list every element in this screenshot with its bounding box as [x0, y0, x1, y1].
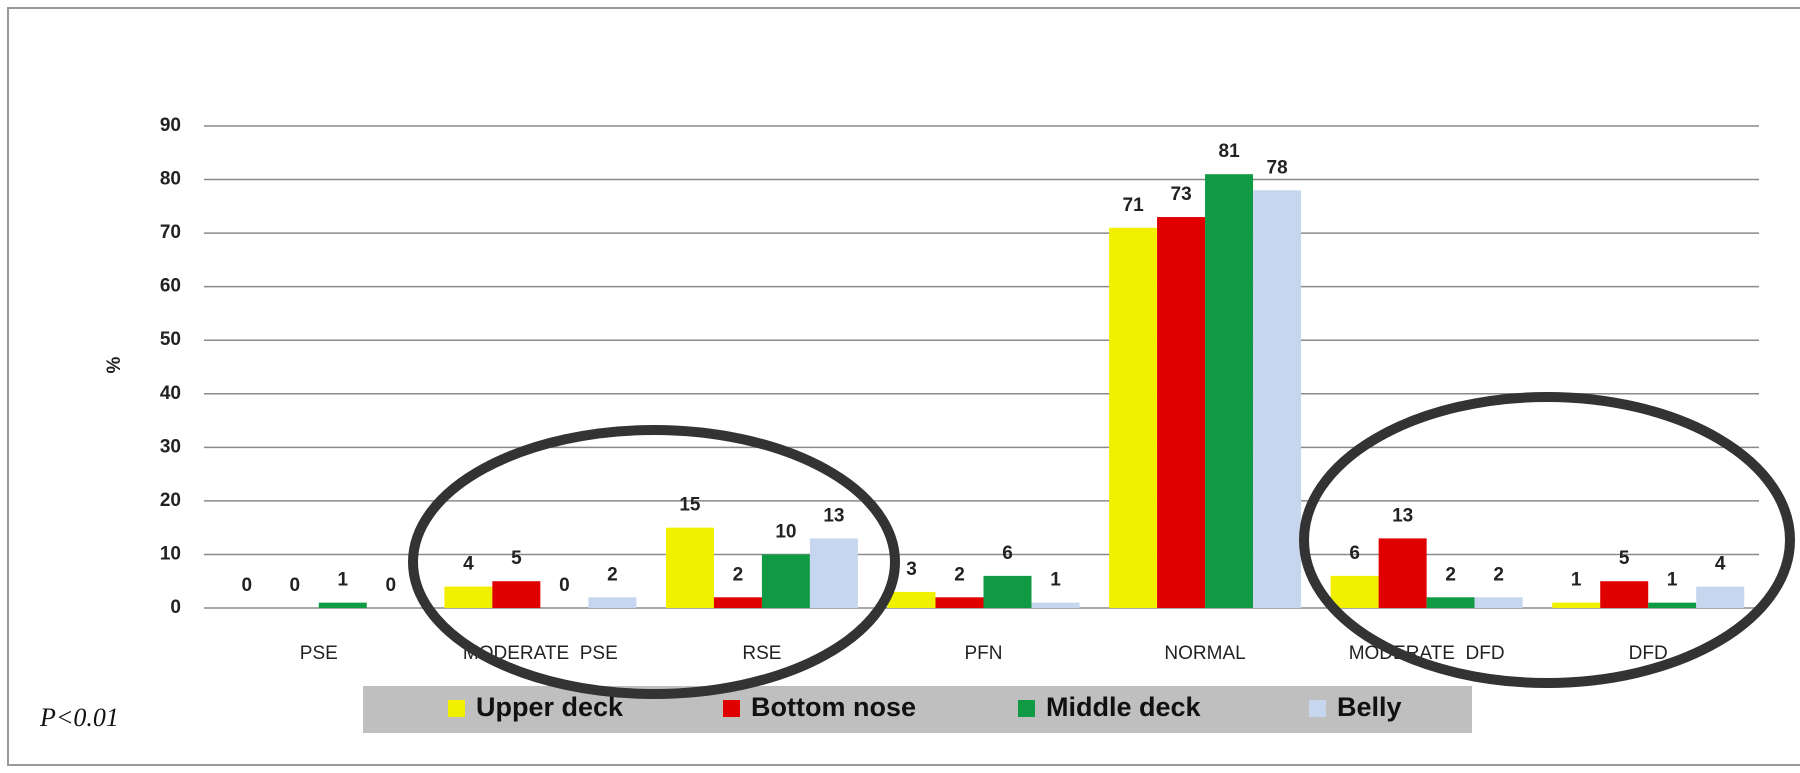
value-label: 2 [954, 564, 965, 585]
bar [713, 597, 762, 608]
value-label: 2 [607, 564, 618, 585]
value-label: 10 [775, 521, 796, 542]
y-tick-label: 0 [170, 597, 181, 618]
bar [1157, 217, 1206, 609]
value-label: 0 [385, 575, 396, 596]
value-label: 2 [733, 564, 744, 585]
y-axis-label: % [104, 356, 125, 373]
x-tick-label: PFN [965, 643, 1003, 664]
value-label: 1 [337, 570, 348, 591]
y-tick-label: 40 [160, 383, 181, 404]
bar [1205, 174, 1254, 608]
bar [983, 575, 1032, 608]
bar [1600, 581, 1649, 608]
bar [588, 597, 637, 608]
legend-swatch [1018, 700, 1035, 717]
value-label: 2 [1493, 564, 1504, 585]
y-tick-label: 90 [160, 115, 181, 136]
bar [1378, 538, 1427, 608]
legend-swatch [1309, 700, 1326, 717]
value-label: 0 [289, 575, 300, 596]
bar [887, 591, 936, 608]
legend-swatch [448, 700, 465, 717]
legend-swatch [723, 700, 740, 717]
bar [492, 581, 541, 608]
value-label: 78 [1267, 157, 1288, 178]
legend-label: Middle deck [1046, 692, 1202, 722]
value-label: 5 [1619, 548, 1630, 569]
bar [1330, 575, 1379, 608]
value-label: 0 [559, 575, 570, 596]
value-label: 15 [679, 495, 701, 516]
y-tick-label: 70 [160, 222, 181, 243]
bar [1696, 586, 1745, 608]
bar [935, 597, 984, 608]
bar [809, 538, 858, 608]
value-label: 1 [1050, 570, 1061, 591]
value-label: 4 [1715, 554, 1726, 575]
value-label: 1 [1667, 570, 1678, 591]
legend-label: Belly [1337, 692, 1402, 722]
legend-label: Upper deck [476, 692, 624, 722]
value-label: 1 [1571, 570, 1582, 591]
bar [761, 554, 810, 608]
bar [1648, 602, 1697, 608]
x-tick-label: NORMAL [1164, 643, 1245, 664]
value-label: 6 [1349, 543, 1360, 564]
annotation: P<0.01 [39, 703, 119, 732]
y-tick-label: 50 [160, 329, 181, 350]
bar [1109, 227, 1158, 608]
value-label: 2 [1445, 564, 1456, 585]
y-tick-label: 10 [160, 543, 181, 564]
bar [1253, 190, 1302, 608]
value-label: 0 [241, 575, 252, 596]
value-label: 13 [1392, 505, 1413, 526]
value-label: 4 [463, 554, 474, 575]
highlight-ellipse [1299, 392, 1795, 688]
x-tick-label: MODERATE PSE [463, 643, 618, 664]
frame [7, 7, 1800, 766]
y-tick-label: 30 [160, 436, 181, 457]
bar [318, 602, 367, 608]
bar [665, 527, 714, 608]
value-label: 5 [511, 548, 522, 569]
x-tick-label: PSE [300, 643, 338, 664]
legend-label: Bottom nose [751, 692, 916, 722]
y-tick-label: 60 [160, 276, 181, 297]
legend-box [363, 686, 1472, 733]
highlight-ellipse [408, 425, 900, 699]
value-label: 73 [1171, 184, 1192, 205]
bar [1031, 602, 1080, 608]
bar [1552, 602, 1601, 608]
bar [1426, 597, 1475, 608]
x-tick-label: RSE [742, 643, 781, 664]
value-label: 6 [1002, 543, 1013, 564]
bar [1474, 597, 1523, 608]
x-tick-label: DFD [1629, 643, 1668, 664]
value-label: 81 [1219, 141, 1241, 162]
value-label: 13 [823, 505, 844, 526]
y-tick-label: 20 [160, 490, 181, 511]
value-label: 3 [906, 559, 917, 580]
y-tick-label: 80 [160, 169, 181, 190]
bar [444, 586, 493, 608]
value-label: 71 [1123, 195, 1145, 216]
